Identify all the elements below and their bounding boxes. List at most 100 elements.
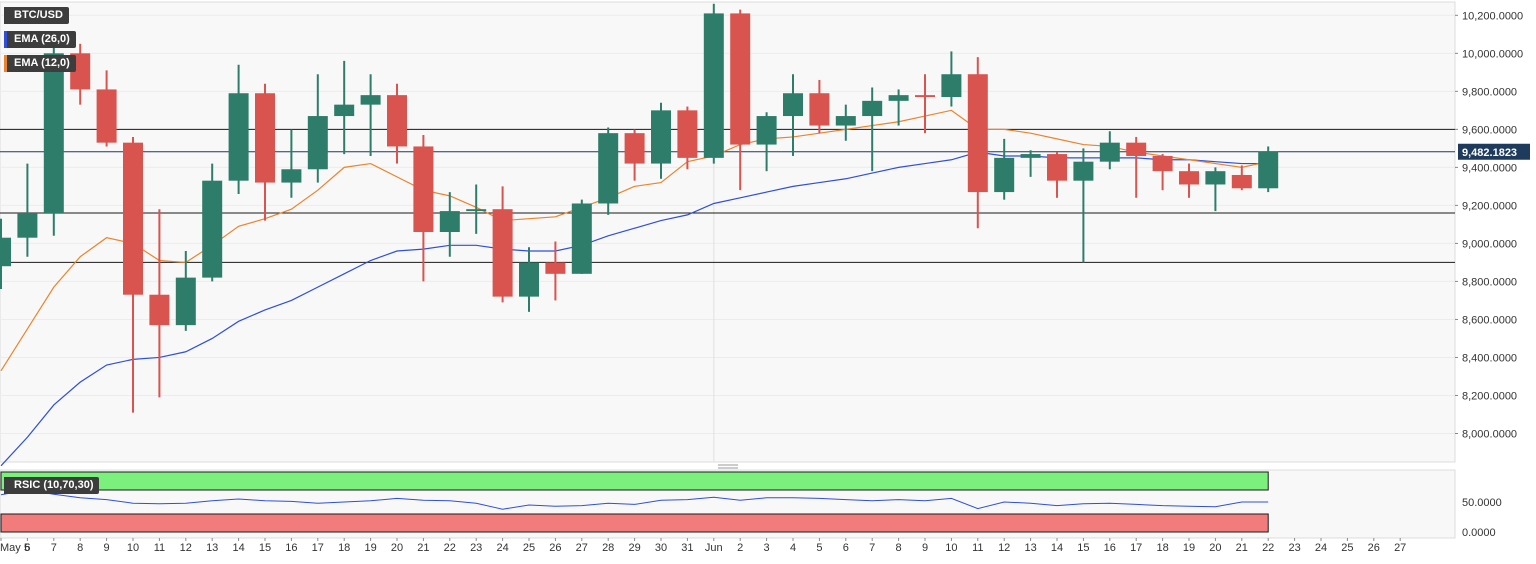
candle-body: [545, 262, 566, 274]
x-axis-label: 19: [1183, 542, 1195, 554]
candle[interactable]: [730, 9, 751, 191]
candle[interactable]: [1020, 150, 1041, 177]
x-axis-label: 5: [816, 542, 822, 554]
candle-body: [756, 116, 777, 145]
candle[interactable]: [941, 51, 962, 107]
legend-rsi-swatch: [4, 477, 7, 494]
candle[interactable]: [1126, 136, 1147, 198]
candle[interactable]: [519, 247, 539, 312]
rsi-line: [0, 489, 1269, 510]
candle-body: [360, 95, 381, 105]
candle[interactable]: [809, 79, 830, 134]
candle[interactable]: [783, 74, 803, 156]
candle-body: [387, 95, 407, 147]
candle[interactable]: [307, 74, 328, 183]
candle[interactable]: [1205, 167, 1226, 212]
candle[interactable]: [967, 57, 988, 229]
x-axis-label: 31: [681, 542, 693, 554]
x-axis-label: 7: [51, 542, 57, 554]
candle[interactable]: [228, 64, 249, 194]
candle[interactable]: [624, 129, 645, 181]
candle-body: [967, 74, 988, 193]
candle[interactable]: [0, 218, 11, 290]
candle[interactable]: [492, 186, 513, 303]
candle-body: [439, 211, 460, 232]
candle[interactable]: [202, 163, 223, 282]
x-axis-label: May 5: [0, 542, 30, 554]
legend-symbol[interactable]: BTC/USD: [4, 7, 69, 24]
candle-body: [228, 93, 249, 181]
x-axis-label: 23: [1288, 542, 1300, 554]
candle[interactable]: [17, 163, 38, 257]
x-axis-label: 26: [549, 542, 561, 554]
candle-body: [175, 277, 196, 326]
x-axis-label: 24: [496, 542, 508, 554]
candle[interactable]: [334, 60, 355, 155]
x-axis-label: 11: [972, 542, 983, 554]
x-axis-label: 11: [154, 542, 165, 554]
candle[interactable]: [466, 184, 487, 234]
candle[interactable]: [571, 199, 592, 274]
x-axis-label: 29: [628, 542, 640, 554]
candle[interactable]: [387, 83, 407, 164]
x-axis-label: 24: [1315, 542, 1327, 554]
candle[interactable]: [149, 209, 170, 398]
x-axis-label: 2: [737, 542, 743, 554]
candle[interactable]: [1152, 154, 1173, 191]
x-axis-label: 9: [922, 542, 928, 554]
candle[interactable]: [255, 83, 275, 221]
candle[interactable]: [888, 89, 909, 126]
candle[interactable]: [835, 104, 856, 141]
rsi-axis-label: 50.0000: [1462, 497, 1502, 509]
candle-body: [941, 74, 962, 98]
candle-body: [1231, 174, 1252, 189]
candle[interactable]: [360, 74, 381, 156]
candle[interactable]: [994, 138, 1015, 200]
candle[interactable]: [915, 74, 935, 134]
candle-body: [888, 95, 909, 101]
candle-body: [307, 116, 328, 170]
candles-layer: [0, 3, 1279, 413]
candle[interactable]: [598, 127, 619, 215]
x-axis-label: 10: [945, 542, 957, 554]
candle-body: [492, 209, 513, 297]
candle[interactable]: [1047, 152, 1067, 198]
candle[interactable]: [1099, 131, 1120, 170]
candle[interactable]: [281, 129, 302, 198]
candle[interactable]: [651, 102, 671, 179]
candle-body: [1020, 154, 1041, 158]
candle-body: [809, 93, 830, 126]
candle[interactable]: [175, 251, 196, 331]
legend-ema12-label: EMA (12,0): [14, 57, 70, 69]
rsi-oversold-zone: [0, 513, 1269, 533]
candle[interactable]: [96, 70, 117, 147]
candle[interactable]: [862, 87, 883, 172]
candle[interactable]: [703, 3, 724, 164]
x-axis-label: 6: [843, 542, 849, 554]
x-axis-label: 14: [232, 542, 244, 554]
candle[interactable]: [756, 112, 777, 172]
candle[interactable]: [677, 106, 698, 170]
candle-body: [96, 89, 117, 143]
legend-ema26[interactable]: EMA (26,0): [4, 31, 76, 48]
candle-body: [149, 294, 170, 326]
candle[interactable]: [439, 192, 460, 257]
candle-body: [994, 157, 1015, 193]
price-axis-label: 9,400.0000: [1462, 162, 1517, 174]
candle-body: [730, 13, 751, 145]
x-axis-label: 27: [576, 542, 588, 554]
candle[interactable]: [1073, 148, 1094, 263]
candle[interactable]: [413, 135, 434, 282]
candle[interactable]: [123, 136, 143, 413]
x-axis-label: 28: [602, 542, 614, 554]
price-axis-label: 9,800.0000: [1462, 86, 1517, 98]
legend-rsi[interactable]: RSIC (10,70,30): [4, 477, 100, 494]
candle[interactable]: [1258, 146, 1279, 193]
candle[interactable]: [1231, 165, 1252, 191]
candle[interactable]: [43, 43, 64, 236]
legend-ema12[interactable]: EMA (12,0): [4, 55, 76, 72]
candle-body: [703, 13, 724, 158]
candle[interactable]: [1179, 163, 1199, 198]
candle[interactable]: [545, 241, 566, 301]
